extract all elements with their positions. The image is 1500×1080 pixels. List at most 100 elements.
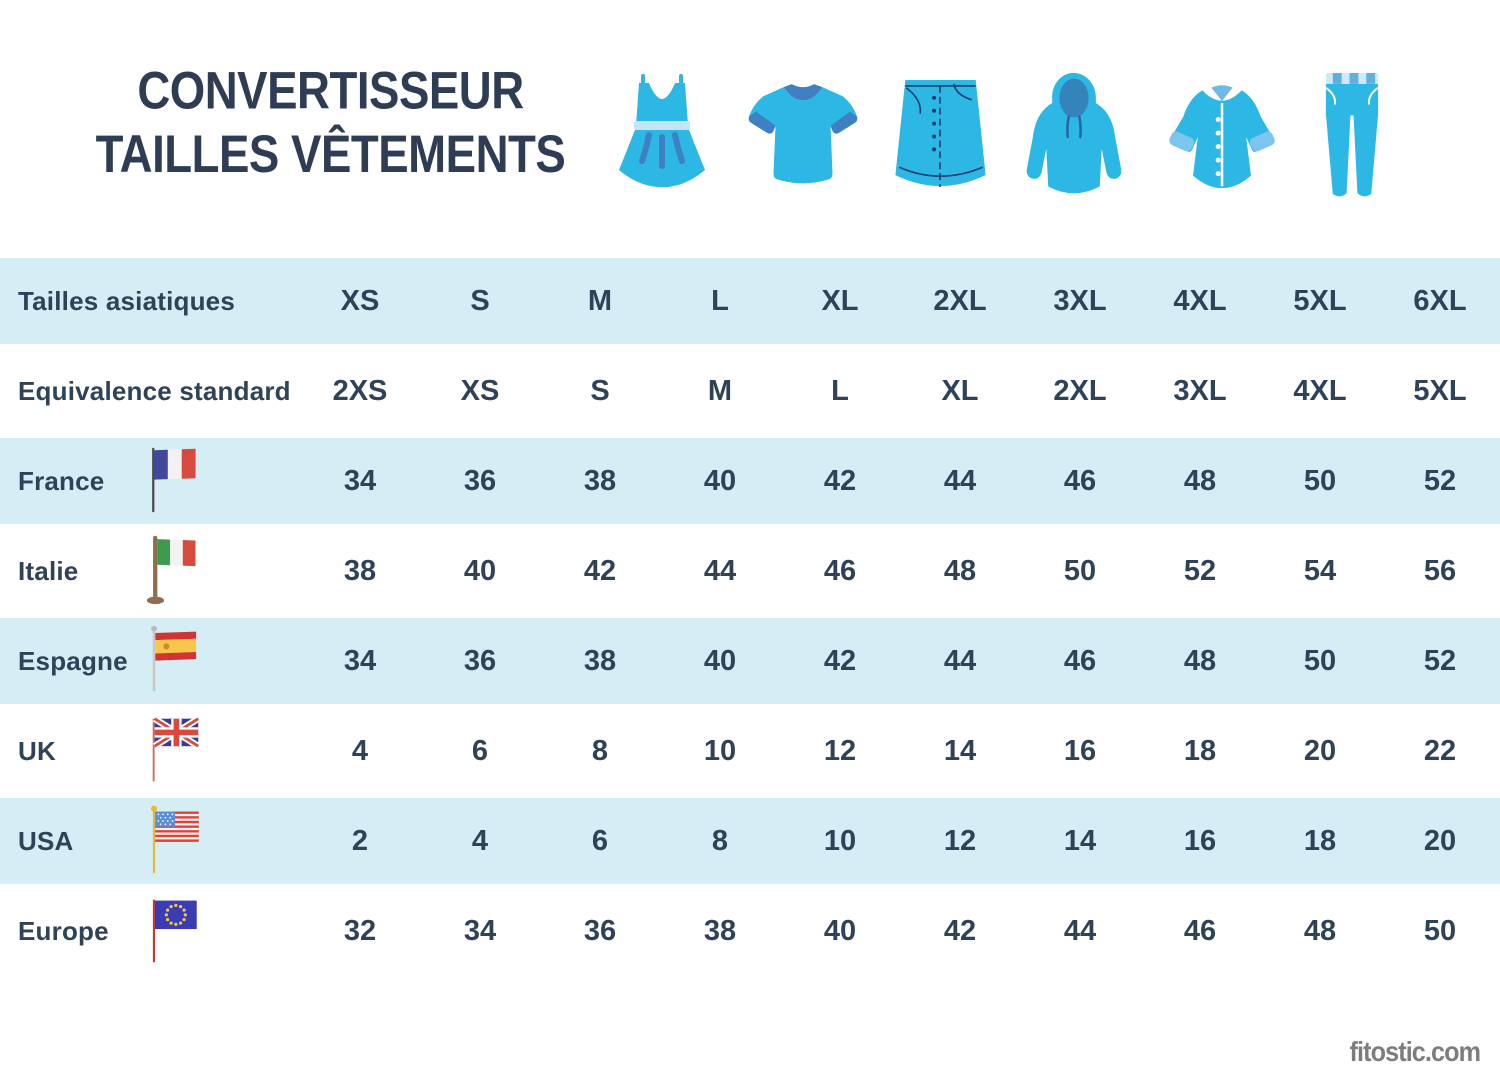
size-value: S: [470, 284, 490, 317]
table-row: Tailles asiatiques XS S M L XL 2XL 3XL 4XL 5XL 6XL: [0, 258, 1500, 344]
size-value: 20: [1423, 824, 1457, 857]
size-value: 46: [823, 554, 857, 587]
clothing-icons-row: [612, 52, 1384, 217]
size-value: 12: [823, 734, 857, 767]
size-value: 42: [823, 644, 857, 677]
page-title-line1: CONVERTISSEUR: [137, 60, 524, 120]
europe-flag-icon: [144, 893, 202, 967]
size-value: 44: [943, 464, 977, 497]
size-value: 5XL: [1413, 374, 1467, 407]
size-value: 34: [343, 644, 377, 677]
page-title-line2: TAILLES VÊTEMENTS: [95, 124, 566, 184]
size-value: 4: [471, 824, 489, 857]
row-label: Espagne: [18, 645, 128, 676]
pants-icon: [1320, 71, 1384, 199]
row-label-cell: Tailles asiatiques: [0, 258, 300, 344]
watermark: fitostic.com: [1349, 1036, 1481, 1067]
size-value: 14: [1063, 824, 1097, 857]
size-value: 14: [943, 734, 977, 767]
size-value: 46: [1063, 464, 1097, 497]
size-table: Tailles asiatiques XS S M L XL 2XL 3XL 4XL 5XL 6 XL…: [0, 258, 1500, 978]
size-value: 42: [943, 914, 977, 947]
size-value: L: [831, 374, 849, 407]
size-value: 36: [463, 464, 497, 497]
row-label-cell: Espagne: [0, 618, 300, 704]
row-label: Italie: [18, 555, 79, 586]
row-label-cell: USA: [0, 798, 300, 884]
size-value: 52: [1423, 464, 1457, 497]
size-value: 6: [591, 824, 609, 857]
row-label-cell: Italie: [0, 528, 300, 614]
size-value: 36: [583, 914, 617, 947]
size-value: 40: [703, 644, 737, 677]
size-value: 48: [1183, 464, 1217, 497]
size-value: 10: [823, 824, 857, 857]
hoodie-icon: [1023, 69, 1125, 201]
size-value: XL: [941, 374, 979, 407]
table-row: Equivalence standard 2XS XS S M L XL 2XL 3XL 4XL 5…: [0, 348, 1500, 434]
size-value: 48: [943, 554, 977, 587]
size-value: 4: [351, 734, 369, 767]
size-value: 38: [343, 554, 377, 587]
size-value: 22: [1423, 734, 1457, 767]
size-value: 40: [823, 914, 857, 947]
italie-flag-icon: [144, 533, 202, 607]
size-value: 2XL: [1053, 374, 1107, 407]
size-value: XL: [821, 284, 859, 317]
size-value: 3XL: [1173, 374, 1227, 407]
size-value: 42: [823, 464, 857, 497]
size-value: 36: [463, 644, 497, 677]
size-value: 2: [351, 824, 369, 857]
size-value: 44: [703, 554, 737, 587]
table-row: France 34 36 38 40 42 44 46 48 50 52: [0, 438, 1500, 524]
size-value: XS: [460, 374, 500, 407]
size-value: 50: [1063, 554, 1097, 587]
size-value: 18: [1183, 734, 1217, 767]
size-value: 4XL: [1173, 284, 1227, 317]
row-label: USA: [18, 825, 74, 856]
espagne-flag-icon: [144, 623, 202, 697]
size-value: 56: [1423, 554, 1457, 587]
france-flag-icon: [144, 443, 202, 517]
size-value: 2XS: [332, 374, 388, 407]
size-value: M: [587, 284, 613, 317]
size-value: 10: [703, 734, 737, 767]
size-value: 50: [1303, 644, 1337, 677]
size-value: 2XL: [933, 284, 987, 317]
size-value: 20: [1303, 734, 1337, 767]
table-row: USA 2 4 6 8 10 12 14 16 18 20: [0, 798, 1500, 884]
size-value: 8: [591, 734, 609, 767]
row-label-cell: UK: [0, 708, 300, 794]
row-label: Tailles asiatiques: [18, 285, 235, 316]
size-value: 44: [1063, 914, 1097, 947]
size-value: 12: [943, 824, 977, 857]
coat-icon: [1159, 77, 1285, 193]
table-row: UK 4 6 8 10 12 14 16 18 20 22: [0, 708, 1500, 794]
size-value: 18: [1303, 824, 1337, 857]
tshirt-icon: [747, 83, 859, 186]
size-value: 34: [343, 464, 377, 497]
header: CONVERTISSEUR TAILLES VÊTEMENTS: [0, 40, 1500, 240]
size-value: 40: [703, 464, 737, 497]
size-value: 16: [1063, 734, 1097, 767]
table-row: Espagne 34 36 38 40 42 44 46 48 50 52: [0, 618, 1500, 704]
size-value: S: [590, 374, 610, 407]
size-value: 42: [583, 554, 617, 587]
size-value: M: [707, 374, 733, 407]
table-row: Europe 32 34 36 38 40 42 44 46 48 50: [0, 888, 1500, 974]
row-label-cell: Equivalence standard: [0, 348, 300, 434]
size-value: 44: [943, 644, 977, 677]
size-value: 38: [583, 644, 617, 677]
size-value: 46: [1063, 644, 1097, 677]
size-value: 40: [463, 554, 497, 587]
size-value: 4XL: [1293, 374, 1347, 407]
size-value: 38: [583, 464, 617, 497]
size-value: 46: [1183, 914, 1217, 947]
uk-flag-icon: [144, 713, 202, 787]
page-title: CONVERTISSEUR TAILLES VÊTEMENTS: [86, 58, 576, 186]
table-row: Italie 38 40 42 44 46 48 50 52 54 56: [0, 528, 1500, 614]
size-value: 52: [1183, 554, 1217, 587]
size-value: 54: [1303, 554, 1337, 587]
size-value: 5XL: [1293, 284, 1347, 317]
